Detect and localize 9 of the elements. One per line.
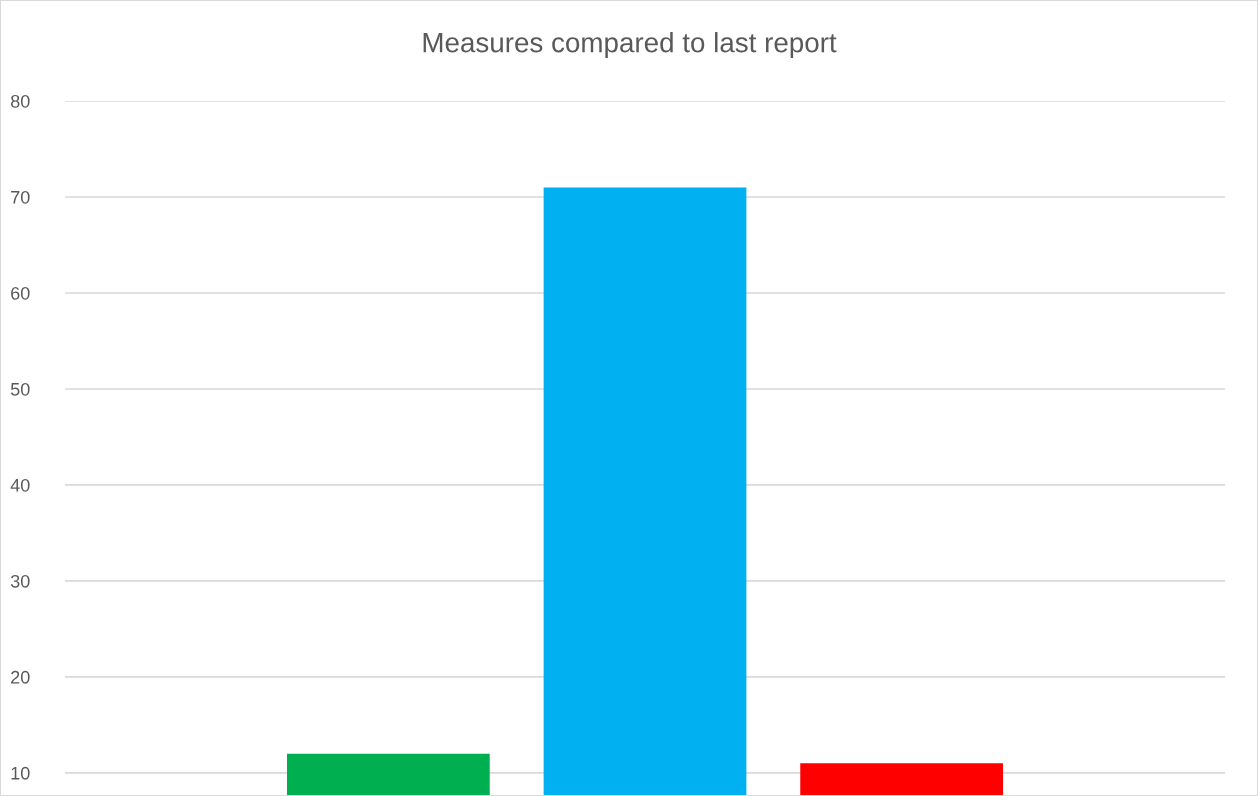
y-tick-label: 30: [10, 574, 30, 588]
y-tick-label: 60: [11, 286, 30, 300]
chart-title: Measures compared to last report: [423, 32, 837, 58]
y-tick-label: 40: [10, 478, 30, 492]
y-tick-label: 70: [11, 190, 30, 204]
y-tick-label: 20: [11, 670, 30, 684]
y-tick-label: 50: [10, 382, 30, 396]
y-tick-label: 10: [11, 766, 30, 780]
y-tick-label: 80: [10, 94, 30, 108]
